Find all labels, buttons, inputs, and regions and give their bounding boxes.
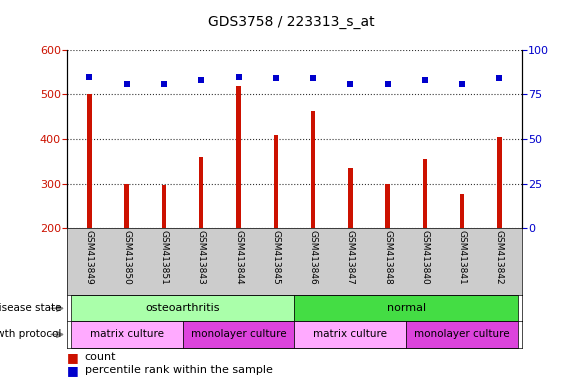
Text: GSM413842: GSM413842 (495, 230, 504, 285)
Bar (311, 111, 315, 228)
Bar (294, 321, 406, 348)
Point (495, 75, 504, 81)
Point (234, 74, 243, 80)
Point (159, 81, 168, 87)
Text: matrix culture: matrix culture (90, 329, 164, 339)
Text: osteoarthritis: osteoarthritis (145, 303, 220, 313)
Bar (71, 295, 294, 321)
Bar (294, 295, 518, 321)
Text: GSM413841: GSM413841 (458, 230, 466, 285)
Bar (87, 94, 92, 228)
Text: count: count (85, 352, 116, 362)
Bar (348, 168, 353, 228)
Point (308, 75, 318, 81)
Text: GDS3758 / 223313_s_at: GDS3758 / 223313_s_at (208, 15, 375, 29)
Bar (236, 86, 241, 228)
Text: GSM413851: GSM413851 (160, 230, 168, 285)
Bar (273, 134, 278, 228)
Text: matrix culture: matrix culture (313, 329, 387, 339)
Bar (182, 321, 294, 348)
Text: disease state: disease state (0, 303, 61, 313)
Bar (385, 184, 390, 228)
Bar (71, 321, 182, 348)
Text: GSM413848: GSM413848 (383, 230, 392, 285)
Text: ■: ■ (67, 351, 79, 364)
Text: GSM413850: GSM413850 (122, 230, 131, 285)
Point (271, 75, 280, 81)
Text: GSM413847: GSM413847 (346, 230, 355, 285)
Text: monolayer culture: monolayer culture (415, 329, 510, 339)
Bar (497, 137, 501, 228)
Text: percentile rank within the sample: percentile rank within the sample (85, 365, 272, 376)
Point (420, 77, 430, 83)
Text: GSM413843: GSM413843 (196, 230, 206, 285)
Text: growth protocol: growth protocol (0, 329, 61, 339)
Bar (406, 321, 518, 348)
Text: GSM413840: GSM413840 (420, 230, 429, 285)
Bar (460, 194, 465, 228)
Point (85, 74, 94, 80)
Point (196, 77, 206, 83)
Text: GSM413845: GSM413845 (271, 230, 280, 285)
Point (458, 81, 467, 87)
Point (346, 81, 355, 87)
Text: GSM413846: GSM413846 (308, 230, 318, 285)
Bar (124, 184, 129, 228)
Bar (199, 157, 203, 228)
Point (122, 81, 131, 87)
Text: GSM413844: GSM413844 (234, 230, 243, 285)
Bar (161, 185, 166, 228)
Text: normal: normal (387, 303, 426, 313)
Point (383, 81, 392, 87)
Bar (423, 159, 427, 228)
Text: GSM413849: GSM413849 (85, 230, 94, 285)
Text: ■: ■ (67, 364, 79, 377)
Text: monolayer culture: monolayer culture (191, 329, 286, 339)
